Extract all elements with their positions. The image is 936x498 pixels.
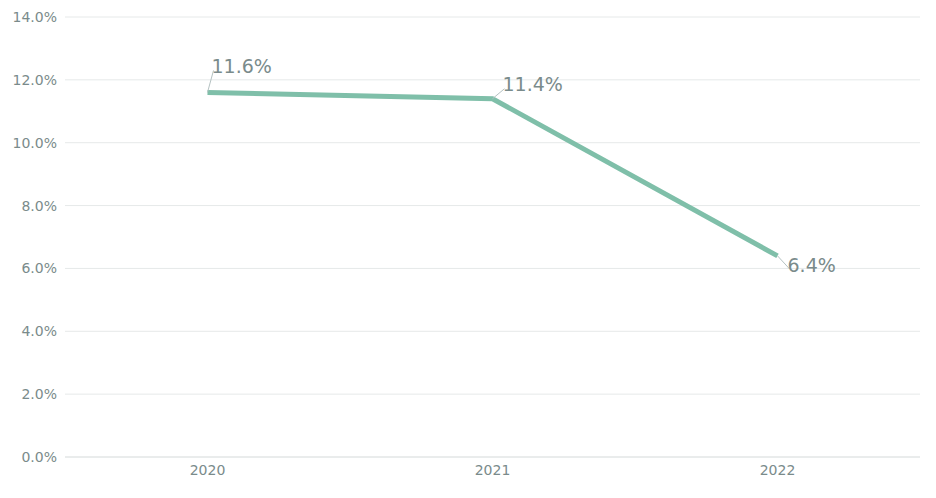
svg-text:8.0%: 8.0% xyxy=(21,198,57,214)
svg-text:14.0%: 14.0% xyxy=(13,9,57,25)
svg-text:2.0%: 2.0% xyxy=(21,386,57,402)
svg-text:0.0%: 0.0% xyxy=(21,449,57,465)
svg-text:12.0%: 12.0% xyxy=(13,72,57,88)
svg-text:4.0%: 4.0% xyxy=(21,323,57,339)
svg-text:2020: 2020 xyxy=(190,462,226,478)
svg-text:6.0%: 6.0% xyxy=(21,260,57,276)
svg-text:2021: 2021 xyxy=(475,462,511,478)
svg-text:11.6%: 11.6% xyxy=(212,55,272,77)
svg-text:10.0%: 10.0% xyxy=(13,135,57,151)
svg-text:11.4%: 11.4% xyxy=(503,73,563,95)
svg-text:2022: 2022 xyxy=(760,462,796,478)
svg-text:6.4%: 6.4% xyxy=(788,254,836,276)
